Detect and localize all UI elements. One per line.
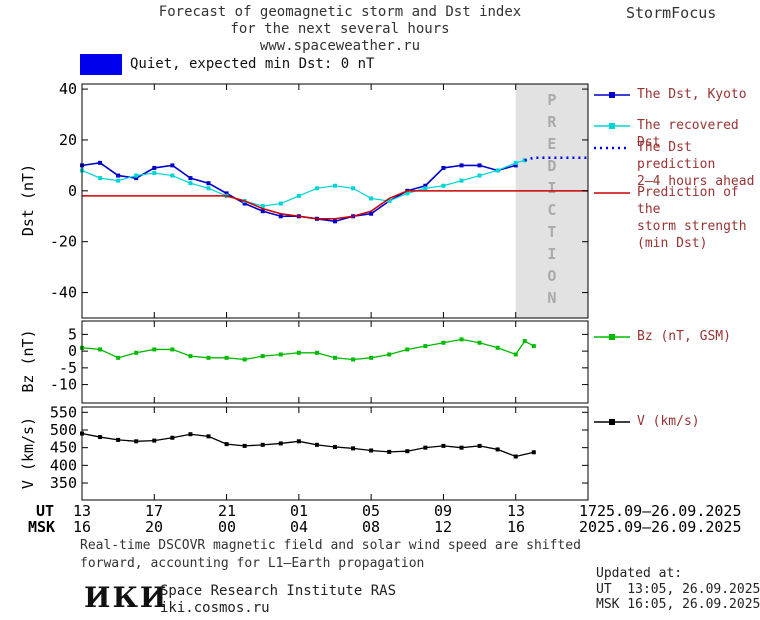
svg-text:400: 400 xyxy=(50,456,77,474)
svg-text:E: E xyxy=(547,135,556,153)
status-swatch xyxy=(80,53,122,75)
recovered-legend-label: The recovered Dst xyxy=(637,118,739,150)
bz-chart: 50-5-10 xyxy=(50,320,589,404)
svg-text:N: N xyxy=(547,289,556,307)
legend-item-recovered: The recovered Dst xyxy=(592,117,760,151)
msk-tick: 12 xyxy=(433,518,453,536)
page-title: Forecast of geomagnetic storm and Dst in… xyxy=(60,4,620,55)
msk-date-range: 25.09–26.09.2025 xyxy=(597,518,742,536)
msk-tick: 16 xyxy=(506,518,526,536)
updated-block: Updated at: UT 13:05, 26.09.2025 MSK 16:… xyxy=(596,566,760,613)
legend-item-storm: Prediction of the storm strength (min Ds… xyxy=(592,184,760,252)
svg-text:-40: -40 xyxy=(50,284,77,302)
legend-item-bz: Bz (nT, GSM) xyxy=(592,328,731,345)
legend-item-v: V (km/s) xyxy=(592,413,700,430)
svg-text:350: 350 xyxy=(50,474,77,492)
svg-text:O: O xyxy=(547,267,556,285)
site-url: www.spaceweather.ru xyxy=(259,38,421,54)
title-line1: Forecast of geomagnetic storm and Dst in… xyxy=(158,4,522,20)
recovered-legend-sample xyxy=(594,123,630,129)
svg-text:500: 500 xyxy=(50,421,77,439)
title-line2: for the next several hours xyxy=(230,21,450,37)
svg-text:0: 0 xyxy=(68,342,77,360)
dst-kyoto-legend-label: The Dst, Kyoto xyxy=(637,87,747,102)
legend-item-dst-kyoto: The Dst, Kyoto xyxy=(592,86,747,103)
bz-legend-sample xyxy=(594,334,630,340)
svg-text:40: 40 xyxy=(59,83,77,98)
ut-tick: 13 xyxy=(72,502,92,520)
svg-text:T: T xyxy=(547,223,556,241)
footnote-line2: forward, accounting for L1–Earth propaga… xyxy=(80,556,425,571)
svg-text:-20: -20 xyxy=(50,233,77,251)
legend-item-prediction: The Dst prediction 2–4 hours ahead xyxy=(592,139,760,190)
prediction-legend-line1: The Dst prediction xyxy=(637,140,716,172)
svg-text:20: 20 xyxy=(59,131,77,149)
svg-text:550: 550 xyxy=(50,406,77,421)
prediction-legend-label: The Dst prediction 2–4 hours ahead xyxy=(637,139,760,190)
msk-tick: 08 xyxy=(361,518,381,536)
msk-tick: 00 xyxy=(217,518,237,536)
ut-tick: 13 xyxy=(506,502,526,520)
ut-tick: 09 xyxy=(433,502,453,520)
ut-tick: 05 xyxy=(361,502,381,520)
iki-logo: ИКИ xyxy=(84,581,169,614)
ut-tick: 21 xyxy=(217,502,237,520)
storm-legend-line1: Prediction of the xyxy=(637,185,739,217)
storm-legend-label: Prediction of the storm strength (min Ds… xyxy=(637,184,760,252)
svg-text:C: C xyxy=(547,201,556,219)
storm-legend-sample xyxy=(594,192,630,194)
ut-tick: 01 xyxy=(289,502,309,520)
svg-text:450: 450 xyxy=(50,439,77,457)
updated-ut: UT 13:05, 26.09.2025 xyxy=(596,581,760,597)
prediction-legend-sample xyxy=(594,146,630,150)
storm-legend-line3: (min Dst) xyxy=(637,236,708,251)
ut-axis-row: UT 13 17 21 01 05 09 13 17 25.09–26.09.2… xyxy=(0,502,760,520)
svg-text:-10: -10 xyxy=(50,376,77,394)
updated-label: Updated at: xyxy=(596,566,683,581)
bz-legend-label: Bz (nT, GSM) xyxy=(637,329,731,344)
v-legend-label: V (km/s) xyxy=(637,414,700,429)
svg-text:I: I xyxy=(547,245,556,263)
ut-tick: 17 xyxy=(144,502,164,520)
msk-tick: 16 xyxy=(72,518,92,536)
msk-tick: 20 xyxy=(578,518,598,536)
institute-name: Space Research Institute RAS xyxy=(160,583,397,599)
svg-text:D: D xyxy=(547,157,556,175)
svg-text:5: 5 xyxy=(68,325,77,343)
msk-axis-row: MSK 16 20 00 04 08 12 16 20 25.09–26.09.… xyxy=(0,518,760,536)
footnote-line1: Real-time DSCOVR magnetic field and sola… xyxy=(80,538,581,553)
svg-text:P: P xyxy=(547,91,556,109)
updated-msk: MSK 16:05, 26.09.2025 xyxy=(596,597,760,612)
svg-text:I: I xyxy=(547,179,556,197)
prediction-legend-line2: 2–4 hours ahead xyxy=(637,174,755,189)
msk-tick: 20 xyxy=(144,518,164,536)
msk-tick: 04 xyxy=(289,518,309,536)
status-text: Quiet, expected min Dst: 0 nT xyxy=(130,56,375,72)
v-legend-sample xyxy=(594,419,630,425)
institute-site: iki.cosmos.ru xyxy=(160,600,270,616)
ut-label: UT xyxy=(36,502,55,520)
svg-text:R: R xyxy=(547,113,557,131)
footnote: Real-time DSCOVR magnetic field and sola… xyxy=(80,537,581,573)
ut-date-range: 25.09–26.09.2025 xyxy=(597,502,742,520)
msk-label: MSK xyxy=(28,518,56,536)
status-banner: Quiet, expected min Dst: 0 nT xyxy=(80,53,374,75)
storm-legend-line2: storm strength xyxy=(637,219,747,234)
svg-text:-5: -5 xyxy=(59,359,77,377)
svg-text:0: 0 xyxy=(68,182,77,200)
brand-label: StormFocus xyxy=(626,4,717,22)
dst-kyoto-legend-sample xyxy=(594,92,630,98)
ut-tick: 17 xyxy=(578,502,598,520)
legend: The Dst, Kyoto The recovered Dst The Dst… xyxy=(592,0,760,500)
